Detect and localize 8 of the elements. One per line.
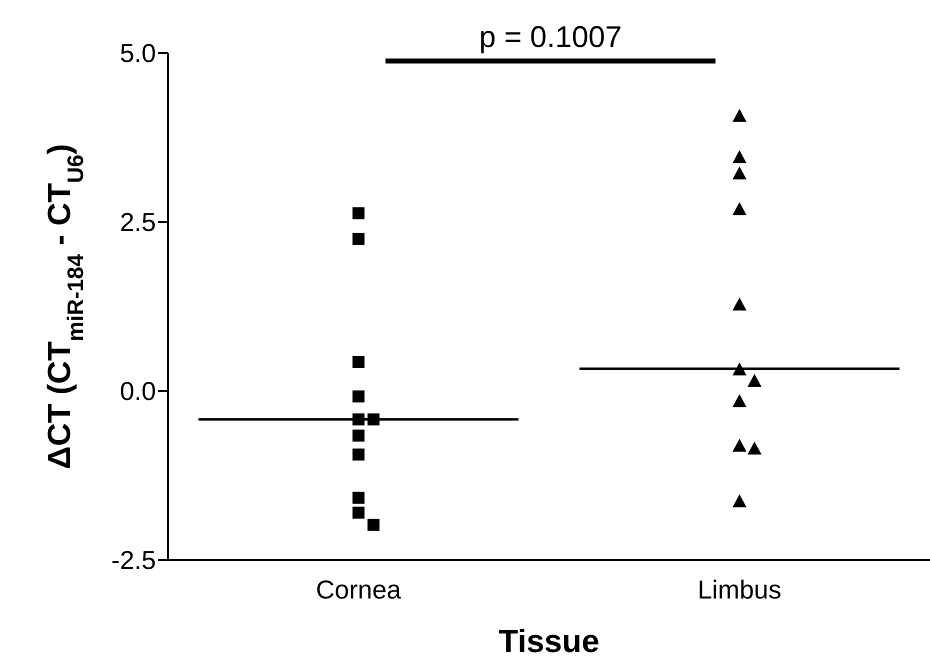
- y-tick-label: 5.0: [120, 38, 156, 68]
- x-tick-label: Limbus: [698, 574, 782, 604]
- x-axis-title: Tissue: [498, 623, 600, 659]
- annotation: p = 0.1007: [479, 21, 622, 54]
- y-tick-label: 0.0: [120, 376, 156, 406]
- x-tick-label: Cornea: [316, 574, 402, 604]
- y-tick-label: -2.5: [111, 545, 156, 576]
- y-tick-label: 2.5: [120, 207, 156, 238]
